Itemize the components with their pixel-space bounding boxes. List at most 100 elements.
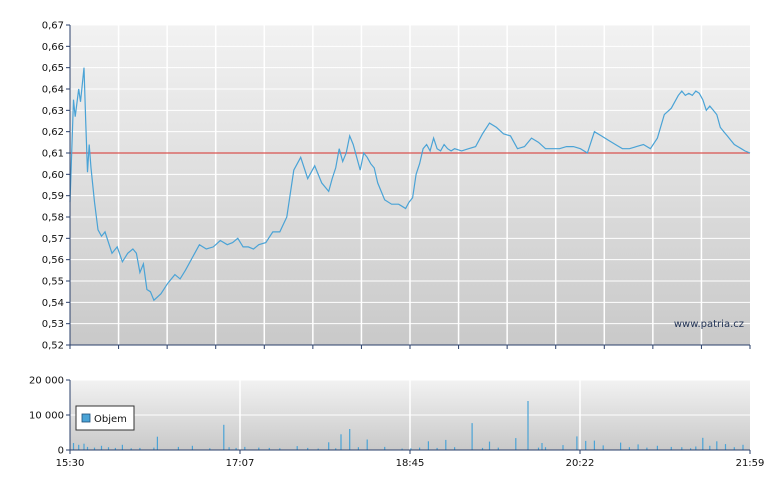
volume-bar xyxy=(656,445,658,450)
price-y-tick-label: 0,56 xyxy=(42,255,64,266)
volume-y-tick-labels: 0 10 000 20 000 xyxy=(29,376,70,457)
volume-bar xyxy=(121,444,123,451)
price-y-tick-label: 0,64 xyxy=(42,85,64,96)
volume-bar xyxy=(527,401,529,450)
volume-bar xyxy=(716,441,718,451)
volume-bar xyxy=(419,447,421,450)
volume-bar xyxy=(279,448,281,451)
price-y-tick-label: 0,62 xyxy=(42,127,64,138)
volume-bar xyxy=(86,446,89,450)
volume-bar xyxy=(481,447,484,450)
x-tick-label: 18:45 xyxy=(396,458,425,469)
price-y-tick-label: 0,65 xyxy=(42,63,64,74)
volume-bar xyxy=(681,447,683,450)
price-y-tick-label: 0,61 xyxy=(42,149,64,160)
volume-bar xyxy=(454,447,456,450)
x-tick-label: 15:30 xyxy=(56,458,85,469)
price-y-tick-label: 0,55 xyxy=(42,277,64,288)
volume-bar xyxy=(317,448,319,450)
volume-bar xyxy=(307,447,309,450)
price-y-tick-label: 0,59 xyxy=(42,191,64,202)
volume-bar xyxy=(228,447,230,450)
volume-bar xyxy=(537,447,540,450)
volume-bar xyxy=(258,447,260,450)
price-series-line xyxy=(69,67,751,302)
volume-bar xyxy=(268,447,270,450)
volume-bar xyxy=(93,447,96,450)
volume-bar xyxy=(191,445,193,450)
volume-bar xyxy=(410,448,412,451)
volume-bar xyxy=(646,447,648,450)
volume-bar xyxy=(235,447,237,450)
volume-bar xyxy=(690,448,692,451)
volume-bar xyxy=(114,447,116,450)
x-tick-labels: 15:30 17:07 18:45 20:22 21:59 xyxy=(56,450,765,469)
volume-bar xyxy=(585,440,587,450)
x-tick-label: 17:07 xyxy=(226,458,255,469)
volume-bar xyxy=(576,436,578,450)
volume-bar xyxy=(107,447,110,450)
price-y-tick-label: 0,52 xyxy=(42,341,64,352)
watermark: www.patria.cz xyxy=(674,319,744,330)
volume-y-tick-label: 20 000 xyxy=(29,376,64,387)
volume-bar xyxy=(670,446,672,450)
volume-bar xyxy=(562,445,564,450)
volume-bar xyxy=(72,443,75,450)
volume-bar xyxy=(702,437,704,451)
price-y-tick-label: 0,54 xyxy=(42,298,64,309)
x-tick-label: 20:22 xyxy=(566,458,595,469)
x-tick-label: 21:59 xyxy=(736,458,765,469)
volume-bar xyxy=(620,442,622,450)
price-panel: 0,52 0,53 0,54 0,55 0,56 0,57 0,58 0,59 0,60 0,61… xyxy=(42,21,751,352)
volume-bar xyxy=(515,438,517,450)
legend-swatch xyxy=(81,413,91,423)
volume-bars-group xyxy=(72,401,744,451)
volume-bar xyxy=(637,444,639,450)
price-y-tick-label: 0,63 xyxy=(42,106,64,117)
volume-bar xyxy=(436,447,438,450)
volume-bar xyxy=(733,447,735,450)
volume-bar xyxy=(340,434,342,451)
volume-bar xyxy=(177,446,179,450)
volume-bar xyxy=(471,423,473,450)
volume-bar xyxy=(384,446,386,450)
price-y-tick-label: 0,60 xyxy=(42,170,64,181)
legend-label: Objem xyxy=(94,414,127,425)
price-y-tick-label: 0,57 xyxy=(42,234,64,245)
volume-bar xyxy=(366,439,368,450)
volume-bar xyxy=(209,448,211,451)
volume-bar xyxy=(541,443,543,450)
price-y-tick-labels: 0,52 0,53 0,54 0,55 0,56 0,57 0,58 0,59 0,60 0,61… xyxy=(42,21,70,352)
volume-bar xyxy=(244,446,246,450)
volume-bar xyxy=(156,436,158,450)
price-series-group xyxy=(69,67,751,302)
volume-bar xyxy=(544,447,547,450)
volume-bar xyxy=(724,444,727,450)
volume-bar xyxy=(328,442,330,450)
price-y-tick-label: 0,67 xyxy=(42,21,64,32)
volume-bar xyxy=(602,445,604,450)
volume-bar xyxy=(296,446,298,450)
volume-bar xyxy=(83,443,85,450)
volume-bar xyxy=(445,439,447,450)
volume-bar xyxy=(335,448,337,451)
volume-bar xyxy=(497,447,499,450)
price-y-tick-label: 0,58 xyxy=(42,213,64,224)
volume-bar xyxy=(78,444,80,451)
volume-bar xyxy=(742,444,744,451)
volume-bar xyxy=(153,447,155,450)
volume-bar xyxy=(130,448,132,451)
price-y-tick-label: 0,66 xyxy=(42,42,64,53)
volume-bar xyxy=(100,445,103,450)
volume-bar xyxy=(427,441,429,451)
volume-bar xyxy=(139,447,141,450)
volume-y-tick-label: 10 000 xyxy=(29,411,64,422)
price-axis xyxy=(69,25,751,349)
volume-y-tick-label: 0 xyxy=(58,446,64,457)
volume-bar xyxy=(628,447,630,450)
volume-bar xyxy=(488,441,491,450)
volume-bar xyxy=(349,429,351,450)
